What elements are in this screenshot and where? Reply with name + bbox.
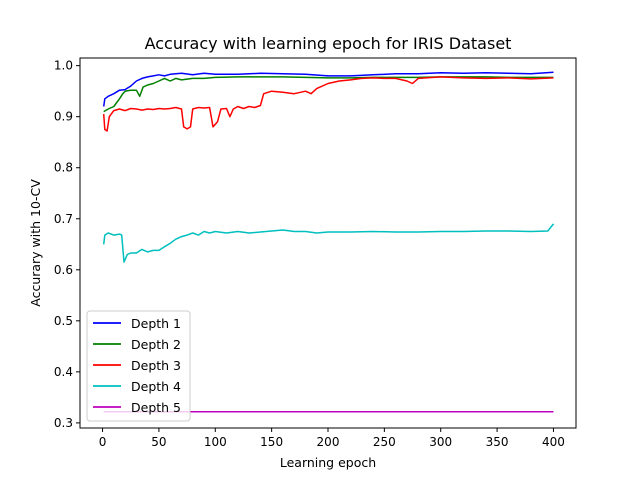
series-line-depth-4 [102,223,555,263]
y-axis-ticks: 0.3 0.4 0.5 0.6 0.7 0.8 0.9 1.0 [54,59,80,430]
x-tick-label: 250 [373,435,396,449]
legend-label-depth-4: Depth 4 [131,379,181,394]
x-tick-label: 50 [151,435,166,449]
x-tick-label: 300 [429,435,452,449]
x-axis-ticks: 0 50 100 150 200 250 300 350 400 [99,428,565,449]
y-tick-label: 0.7 [54,212,73,226]
y-axis-label: Accurary with 10-CV [28,179,43,307]
y-tick-label: 0.6 [54,263,73,277]
legend-label-depth-3: Depth 3 [131,358,181,373]
x-tick-label: 150 [260,435,283,449]
x-tick-label: 100 [204,435,227,449]
y-tick-label: 1.0 [54,59,73,73]
series-layer [102,71,555,413]
legend: Depth 1 Depth 2 Depth 3 Depth 4 Depth 5 [86,310,191,422]
legend-label-depth-5: Depth 5 [131,400,181,415]
y-tick-label: 0.3 [54,416,73,430]
x-axis-label: Learning epoch [280,455,376,470]
x-tick-label: 350 [486,435,509,449]
y-tick-label: 0.9 [54,110,73,124]
chart-title: Accuracy with learning epoch for IRIS Da… [145,34,512,53]
x-tick-label: 400 [542,435,565,449]
legend-label-depth-1: Depth 1 [131,316,181,331]
legend-label-depth-2: Depth 2 [131,337,181,352]
legend-frame [86,310,191,422]
x-tick-label: 0 [99,435,107,449]
y-tick-label: 0.8 [54,161,73,175]
series-line-depth-3 [102,76,554,132]
y-tick-label: 0.5 [54,314,73,328]
x-tick-label: 200 [317,435,340,449]
y-tick-label: 0.4 [54,365,73,379]
series-line-depth-1 [102,71,554,107]
